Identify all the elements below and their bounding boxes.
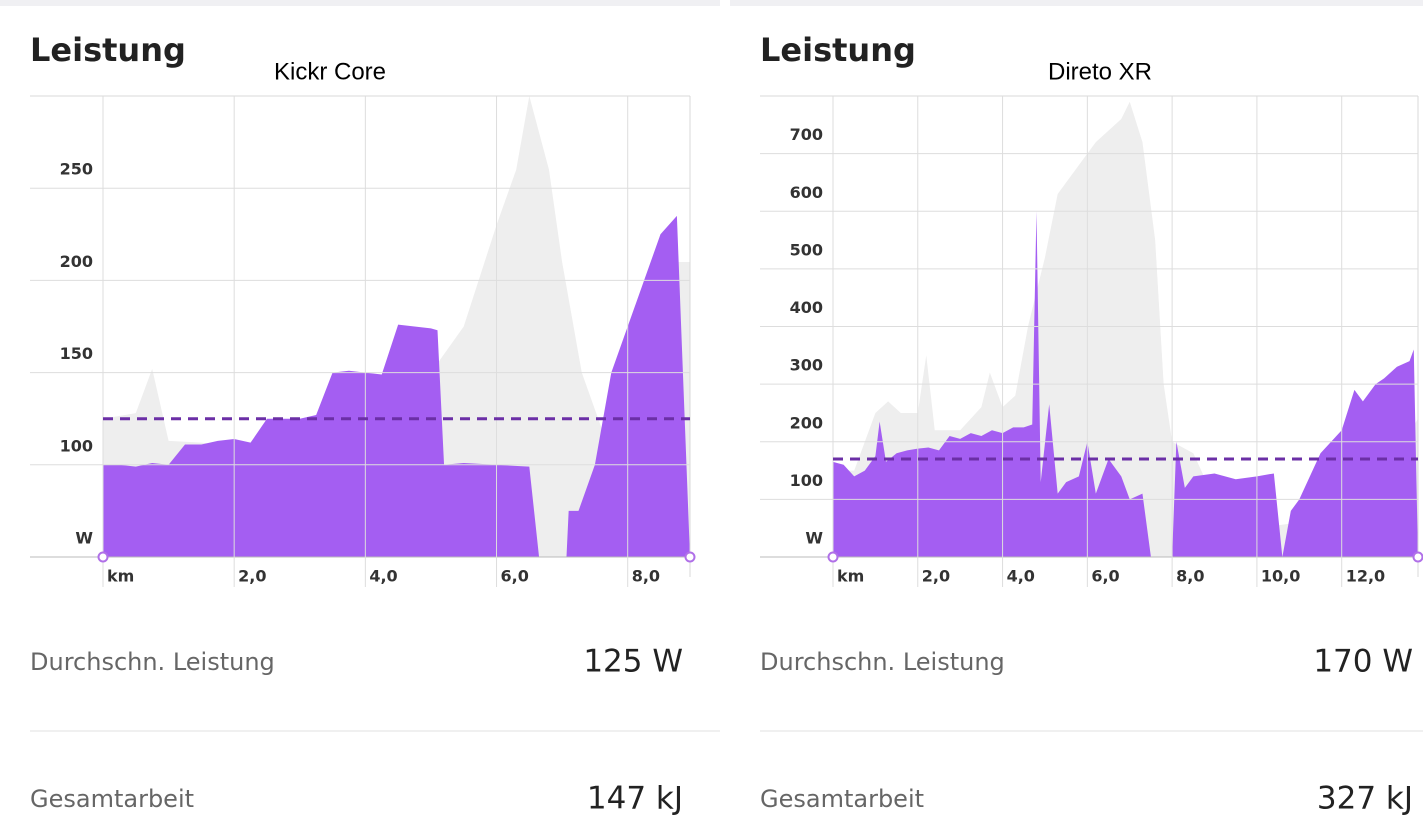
end-marker (684, 551, 696, 563)
y-tick-label: 300 (790, 356, 823, 375)
stat-label: Durchschn. Leistung (760, 648, 1005, 676)
stat-value: 147 kJ (587, 781, 683, 817)
x-tick-label: 10,0 (1261, 567, 1300, 586)
x-tick-label: km (107, 567, 134, 586)
top-band (730, 0, 1423, 6)
x-tick-label: 6,0 (1091, 567, 1119, 586)
stat-value: 327 kJ (1317, 781, 1413, 817)
power-area (103, 215, 690, 557)
end-marker (97, 551, 109, 563)
x-tick-label: 8,0 (632, 567, 660, 586)
y-tick-label: W (75, 529, 93, 548)
x-tick-label: 4,0 (369, 567, 397, 586)
x-tick-label: 6,0 (501, 567, 529, 586)
y-tick-label: 700 (790, 125, 823, 144)
y-tick-label: 400 (790, 298, 823, 317)
x-tick-label: 4,0 (1007, 567, 1035, 586)
stat-label: Gesamtarbeit (760, 785, 924, 813)
plot-area (833, 101, 1418, 557)
y-tick-label: 200 (60, 252, 93, 271)
y-tick-label: 100 (60, 436, 93, 455)
stat-label: Gesamtarbeit (30, 785, 194, 813)
x-tick-label: 8,0 (1176, 567, 1204, 586)
panel-title: Leistung (30, 31, 186, 69)
stat-value: 170 W (1313, 644, 1413, 680)
y-tick-label: 500 (790, 240, 823, 259)
x-tick-label: 2,0 (238, 567, 266, 586)
x-tick-label: 12,0 (1346, 567, 1385, 586)
chart-subtitle: Kickr Core (274, 58, 386, 85)
y-tick-label: 250 (60, 160, 93, 179)
y-tick-label: W (805, 529, 823, 548)
y-tick-label: 200 (790, 413, 823, 432)
plot-area (103, 96, 690, 557)
x-tick-label: km (837, 567, 864, 586)
end-marker (827, 551, 839, 563)
panel-title: Leistung (760, 31, 916, 69)
power-area (833, 211, 1418, 557)
top-band (0, 0, 720, 6)
x-tick-label: 2,0 (922, 567, 950, 586)
chart-subtitle: Direto XR (1048, 58, 1152, 85)
elevation-area (103, 96, 690, 557)
y-tick-label: 150 (60, 344, 93, 363)
y-tick-label: 100 (790, 471, 823, 490)
end-marker (1412, 551, 1423, 563)
stat-value: 125 W (583, 644, 683, 680)
y-tick-label: 600 (790, 183, 823, 202)
stat-label: Durchschn. Leistung (30, 648, 275, 676)
